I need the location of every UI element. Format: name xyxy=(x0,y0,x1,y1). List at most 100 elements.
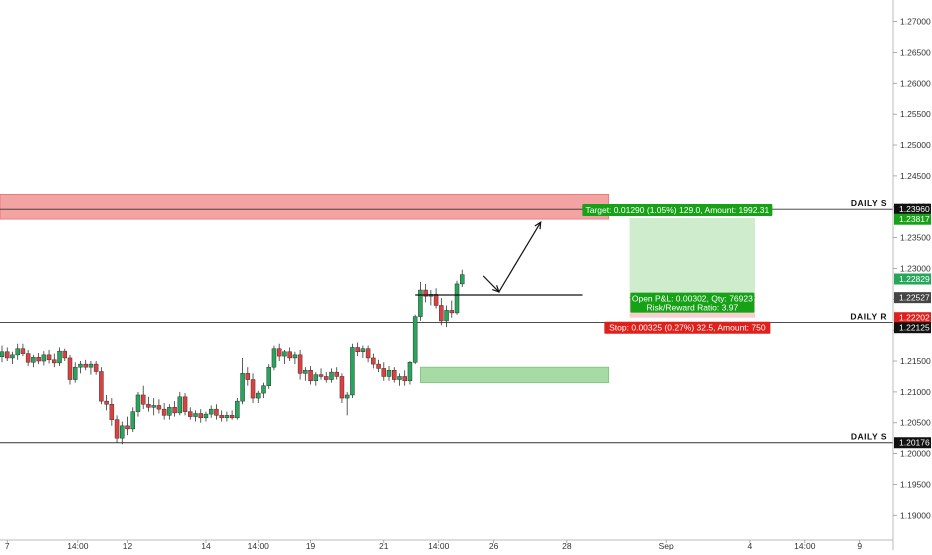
candle-body xyxy=(173,407,177,413)
candle xyxy=(314,372,318,386)
price-badge-text: 1.22125 xyxy=(899,323,930,333)
candle-body xyxy=(47,355,51,360)
candle xyxy=(173,401,177,416)
candle xyxy=(350,344,354,398)
candle xyxy=(10,352,14,364)
candle xyxy=(230,410,234,419)
time-tick-label: 9 xyxy=(857,541,862,550)
price-badge-text: 1.22829 xyxy=(899,274,930,284)
time-tick-label: 19 xyxy=(306,541,316,550)
candle-body xyxy=(267,367,271,386)
candle-body xyxy=(303,370,307,373)
candle xyxy=(167,404,171,419)
candle-body xyxy=(68,358,72,380)
candle xyxy=(183,393,187,415)
ratio-text: Risk/Reward Ratio: 3.97 xyxy=(647,303,739,313)
candle-body xyxy=(225,415,229,417)
time-tick-label: 12 xyxy=(123,541,133,550)
candle-body xyxy=(272,349,276,368)
candle-body xyxy=(439,305,443,320)
candle-body xyxy=(0,352,4,357)
candle xyxy=(256,391,260,403)
price-badge: 1.23817 xyxy=(894,214,931,225)
candle-body xyxy=(230,415,234,417)
resistance-zone xyxy=(0,194,609,219)
price-badge-text: 1.23817 xyxy=(899,214,930,224)
candle xyxy=(340,373,344,403)
candle xyxy=(178,392,182,415)
candle-body xyxy=(403,376,407,380)
price-tick-label: 1.20000 xyxy=(900,449,931,459)
price-badge-text: 1.22527 xyxy=(899,293,930,303)
candle xyxy=(382,362,386,381)
candle-body xyxy=(94,364,98,371)
candle xyxy=(31,355,35,367)
candle xyxy=(235,398,239,420)
candle xyxy=(94,361,98,375)
candle-body xyxy=(99,372,103,402)
candle xyxy=(162,403,166,420)
zones-layer xyxy=(0,194,609,382)
candle-body xyxy=(63,351,67,358)
candle-body xyxy=(319,375,323,377)
drawings-layer xyxy=(415,222,582,295)
candle xyxy=(418,282,422,321)
level-label: DAILY S xyxy=(851,198,887,208)
candle-body xyxy=(324,376,328,379)
candle xyxy=(429,290,433,305)
candle-body xyxy=(110,404,114,419)
candle xyxy=(392,367,396,382)
candle xyxy=(397,373,401,385)
candle xyxy=(371,354,375,369)
candle xyxy=(204,412,208,422)
candle xyxy=(146,397,150,412)
candle-body xyxy=(455,284,459,313)
price-tick-label: 1.25500 xyxy=(900,109,931,119)
candle-body xyxy=(42,355,46,361)
candle xyxy=(424,284,428,303)
candle xyxy=(126,417,130,436)
time-tick-label: 26 xyxy=(489,541,499,550)
candle-body xyxy=(397,376,401,379)
candle-body xyxy=(298,355,302,374)
candle-body xyxy=(329,372,333,379)
candle-body xyxy=(408,362,412,381)
price-tick-label: 1.25000 xyxy=(900,140,931,150)
candle-body xyxy=(314,375,318,381)
stop-label: Stop: 0.00325 (0.27%) 32.5, Amount: 750 xyxy=(604,322,770,334)
price-tick-label: 1.24500 xyxy=(900,171,931,181)
candle-body xyxy=(371,358,375,364)
candle-body xyxy=(288,352,292,358)
candle-body xyxy=(58,351,62,363)
candle xyxy=(78,361,82,373)
candle xyxy=(214,404,218,419)
candle xyxy=(141,386,145,409)
candle-body xyxy=(167,407,171,415)
candle xyxy=(408,361,412,384)
candle-body xyxy=(209,409,213,414)
candle-body xyxy=(392,370,396,379)
candle xyxy=(303,367,307,381)
candle xyxy=(26,350,30,366)
candle-body xyxy=(450,310,454,312)
candle-body xyxy=(26,354,30,363)
target-label-text: Target: 0.01290 (1.05%) 129.0, Amount: 1… xyxy=(585,205,769,215)
candle-body xyxy=(188,412,192,417)
candle-body xyxy=(120,426,124,438)
candle-body xyxy=(131,412,135,429)
candle-body xyxy=(262,386,266,393)
stop-label-text: Stop: 0.00325 (0.27%) 32.5, Amount: 750 xyxy=(609,323,766,333)
candle xyxy=(194,410,198,421)
candle xyxy=(68,355,72,385)
candle xyxy=(460,270,464,287)
candle xyxy=(445,305,449,327)
candle-body xyxy=(115,420,119,439)
candle xyxy=(52,354,56,368)
candle-body xyxy=(256,393,260,398)
price-tick-label: 1.26500 xyxy=(900,47,931,57)
candle-body xyxy=(157,405,161,409)
candle xyxy=(272,346,276,371)
candle xyxy=(450,301,454,318)
candles-layer xyxy=(0,270,464,445)
